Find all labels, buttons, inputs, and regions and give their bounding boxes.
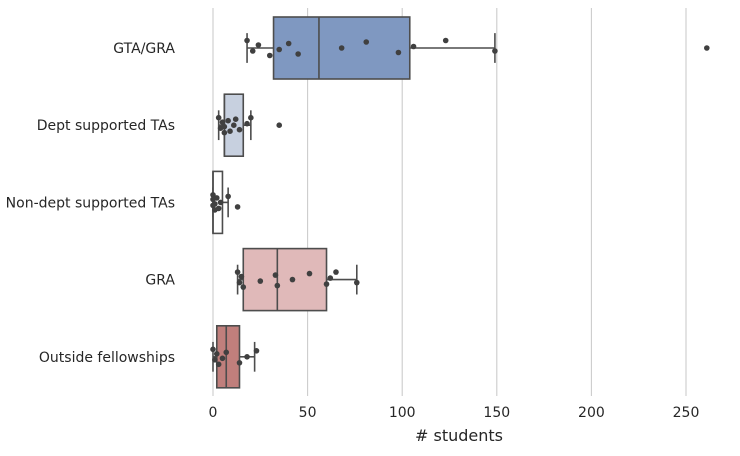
data-point bbox=[227, 128, 233, 134]
category-label: GRA bbox=[145, 273, 175, 289]
category-label: Outside fellowships bbox=[39, 350, 175, 366]
data-point bbox=[257, 278, 264, 284]
data-point bbox=[236, 279, 243, 286]
category-labels: GTA/GRA Dept supported TAs Non-dept suppor… bbox=[6, 41, 176, 366]
data-point bbox=[215, 114, 222, 121]
x-tick-label: 200 bbox=[578, 405, 605, 421]
data-point bbox=[231, 122, 237, 128]
data-point bbox=[213, 351, 220, 357]
data-point bbox=[266, 52, 273, 59]
data-point bbox=[210, 192, 216, 198]
data-point bbox=[442, 37, 449, 44]
x-tick-label: 50 bbox=[299, 405, 317, 421]
data-point bbox=[238, 273, 245, 280]
data-point bbox=[255, 42, 262, 48]
x-tick-labels: 0 50 100 150 200 250 bbox=[209, 405, 700, 421]
data-point bbox=[215, 361, 222, 368]
data-point bbox=[333, 269, 339, 275]
box bbox=[242, 247, 328, 312]
data-point bbox=[492, 48, 498, 54]
x-tick-label: 100 bbox=[389, 405, 416, 421]
data-point bbox=[219, 355, 226, 362]
category-label: GTA/GRA bbox=[113, 41, 175, 57]
data-point bbox=[221, 129, 228, 136]
data-point bbox=[217, 199, 224, 206]
x-tick-label: 0 bbox=[209, 405, 218, 421]
data-point bbox=[363, 39, 370, 45]
data-point bbox=[244, 37, 250, 44]
data-point bbox=[234, 204, 241, 210]
data-point bbox=[232, 116, 239, 122]
data-point bbox=[240, 284, 247, 290]
data-point bbox=[272, 272, 279, 278]
outlier-point bbox=[276, 122, 283, 128]
data-point bbox=[285, 40, 292, 47]
data-point bbox=[221, 123, 228, 130]
data-point bbox=[212, 201, 218, 207]
data-point bbox=[219, 119, 226, 125]
data-point bbox=[353, 279, 360, 286]
data-point bbox=[276, 46, 283, 53]
data-point bbox=[236, 126, 243, 133]
strip-points bbox=[210, 37, 710, 368]
box bbox=[215, 324, 241, 389]
x-tick-label: 150 bbox=[483, 405, 510, 421]
data-point bbox=[212, 357, 218, 363]
data-point bbox=[225, 193, 231, 200]
data-point bbox=[274, 282, 281, 289]
data-point bbox=[249, 48, 256, 54]
category-label: Non-dept supported TAs bbox=[6, 195, 175, 211]
data-point bbox=[327, 275, 334, 281]
x-axis-label: # students bbox=[415, 426, 503, 445]
data-point bbox=[223, 349, 230, 356]
data-point bbox=[410, 43, 417, 50]
data-point bbox=[295, 51, 301, 57]
category-label: Dept supported TAs bbox=[37, 118, 175, 134]
data-point bbox=[306, 270, 313, 277]
data-point bbox=[244, 120, 250, 127]
data-point bbox=[225, 117, 231, 124]
data-point bbox=[215, 205, 222, 212]
data-point bbox=[395, 49, 402, 56]
boxes bbox=[212, 16, 496, 389]
data-point bbox=[253, 348, 260, 354]
data-point bbox=[248, 114, 254, 121]
data-point bbox=[236, 360, 243, 366]
x-tick-label: 250 bbox=[673, 405, 700, 421]
data-point bbox=[210, 346, 216, 353]
data-point bbox=[234, 269, 241, 275]
outlier-point bbox=[704, 45, 710, 51]
data-point bbox=[213, 195, 220, 201]
data-point bbox=[323, 281, 330, 287]
data-point bbox=[244, 354, 250, 360]
data-point bbox=[338, 45, 345, 51]
data-point bbox=[289, 276, 296, 283]
